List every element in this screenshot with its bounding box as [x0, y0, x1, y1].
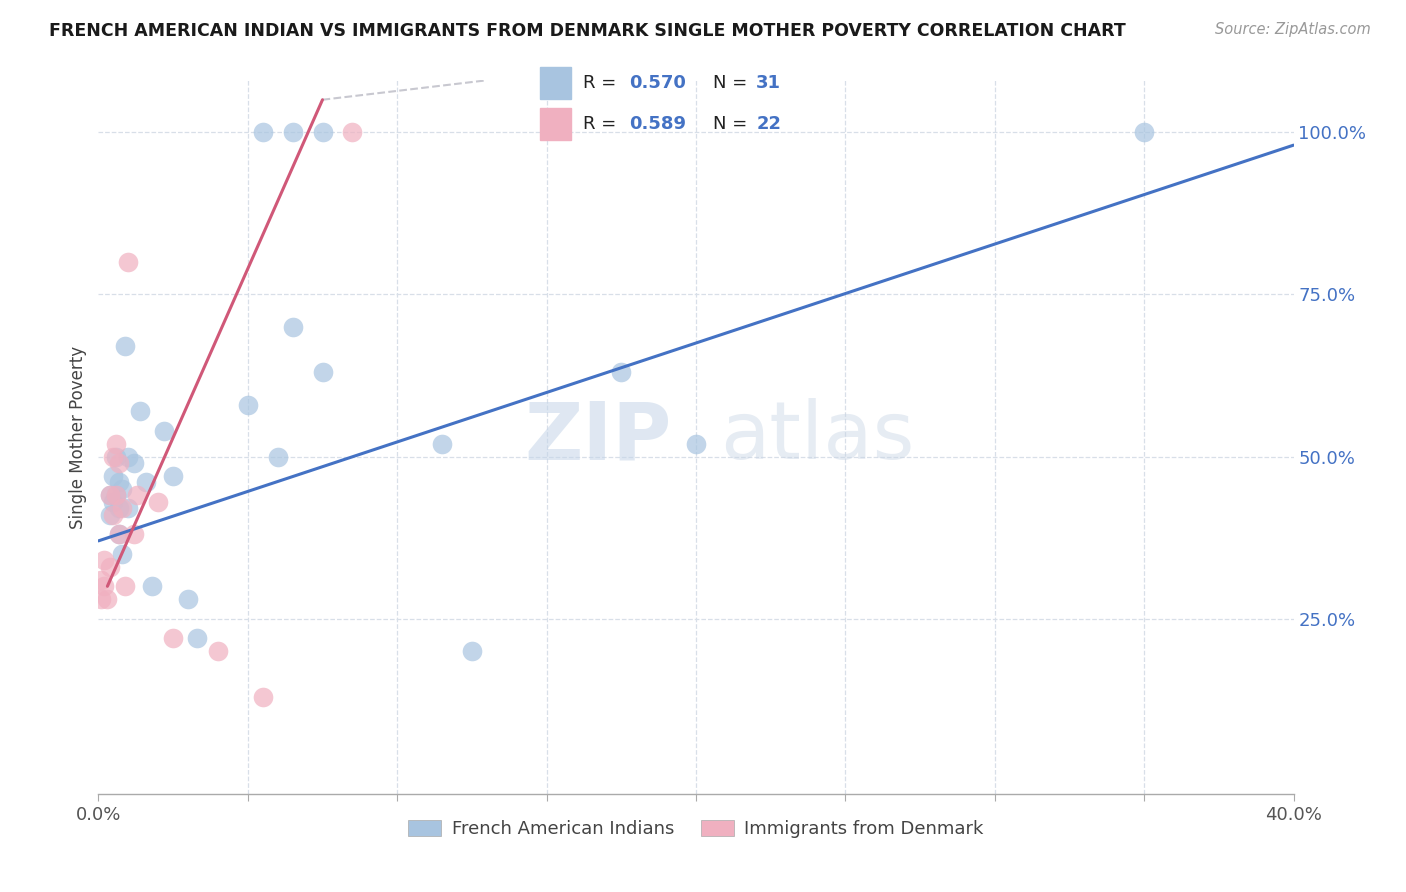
- Text: 0.570: 0.570: [630, 74, 686, 92]
- Point: [430, 436, 453, 450]
- Point: [342, 125, 364, 139]
- Point: [162, 631, 184, 645]
- Point: [281, 319, 304, 334]
- Point: [108, 527, 131, 541]
- Point: [252, 125, 274, 139]
- Text: R =: R =: [583, 115, 621, 133]
- Point: [311, 365, 333, 379]
- Point: [148, 495, 170, 509]
- Point: [103, 495, 125, 509]
- Point: [267, 450, 290, 464]
- Text: 22: 22: [756, 115, 782, 133]
- Text: N =: N =: [713, 74, 752, 92]
- Text: N =: N =: [713, 115, 752, 133]
- Text: 31: 31: [756, 74, 782, 92]
- Point: [103, 469, 125, 483]
- Point: [141, 579, 163, 593]
- Point: [207, 644, 229, 658]
- Point: [111, 547, 134, 561]
- Point: [117, 255, 139, 269]
- Y-axis label: Single Mother Poverty: Single Mother Poverty: [69, 345, 87, 529]
- Text: 0.589: 0.589: [630, 115, 686, 133]
- Point: [177, 592, 200, 607]
- Point: [186, 631, 208, 645]
- Point: [124, 456, 146, 470]
- Point: [98, 488, 122, 502]
- Point: [98, 559, 122, 574]
- Point: [685, 436, 707, 450]
- Point: [105, 488, 128, 502]
- Point: [311, 125, 333, 139]
- Point: [124, 527, 146, 541]
- Point: [105, 488, 128, 502]
- Point: [114, 339, 136, 353]
- Point: [610, 365, 633, 379]
- Point: [252, 690, 274, 704]
- Text: R =: R =: [583, 74, 621, 92]
- Point: [90, 573, 112, 587]
- Text: atlas: atlas: [720, 398, 914, 476]
- Bar: [540, 108, 571, 140]
- Point: [111, 501, 134, 516]
- Point: [153, 424, 176, 438]
- Point: [93, 553, 115, 567]
- Point: [93, 579, 115, 593]
- Point: [105, 450, 128, 464]
- Point: [117, 450, 139, 464]
- Point: [117, 501, 139, 516]
- Text: ZIP: ZIP: [524, 398, 672, 476]
- Point: [135, 475, 157, 490]
- Bar: [540, 67, 571, 99]
- Point: [103, 508, 125, 522]
- Point: [98, 488, 122, 502]
- Point: [103, 450, 125, 464]
- Point: [162, 469, 184, 483]
- Point: [108, 501, 131, 516]
- Text: Source: ZipAtlas.com: Source: ZipAtlas.com: [1215, 22, 1371, 37]
- Point: [1133, 125, 1156, 139]
- Point: [281, 125, 304, 139]
- Point: [127, 488, 149, 502]
- Point: [111, 482, 134, 496]
- Point: [108, 456, 131, 470]
- Legend: French American Indians, Immigrants from Denmark: French American Indians, Immigrants from…: [401, 813, 991, 846]
- Point: [129, 404, 152, 418]
- Point: [114, 579, 136, 593]
- Point: [90, 592, 112, 607]
- Text: FRENCH AMERICAN INDIAN VS IMMIGRANTS FROM DENMARK SINGLE MOTHER POVERTY CORRELAT: FRENCH AMERICAN INDIAN VS IMMIGRANTS FRO…: [49, 22, 1126, 40]
- Point: [108, 527, 131, 541]
- Point: [461, 644, 484, 658]
- Point: [98, 508, 122, 522]
- Point: [96, 592, 118, 607]
- Point: [236, 398, 259, 412]
- Point: [108, 475, 131, 490]
- Point: [105, 436, 128, 450]
